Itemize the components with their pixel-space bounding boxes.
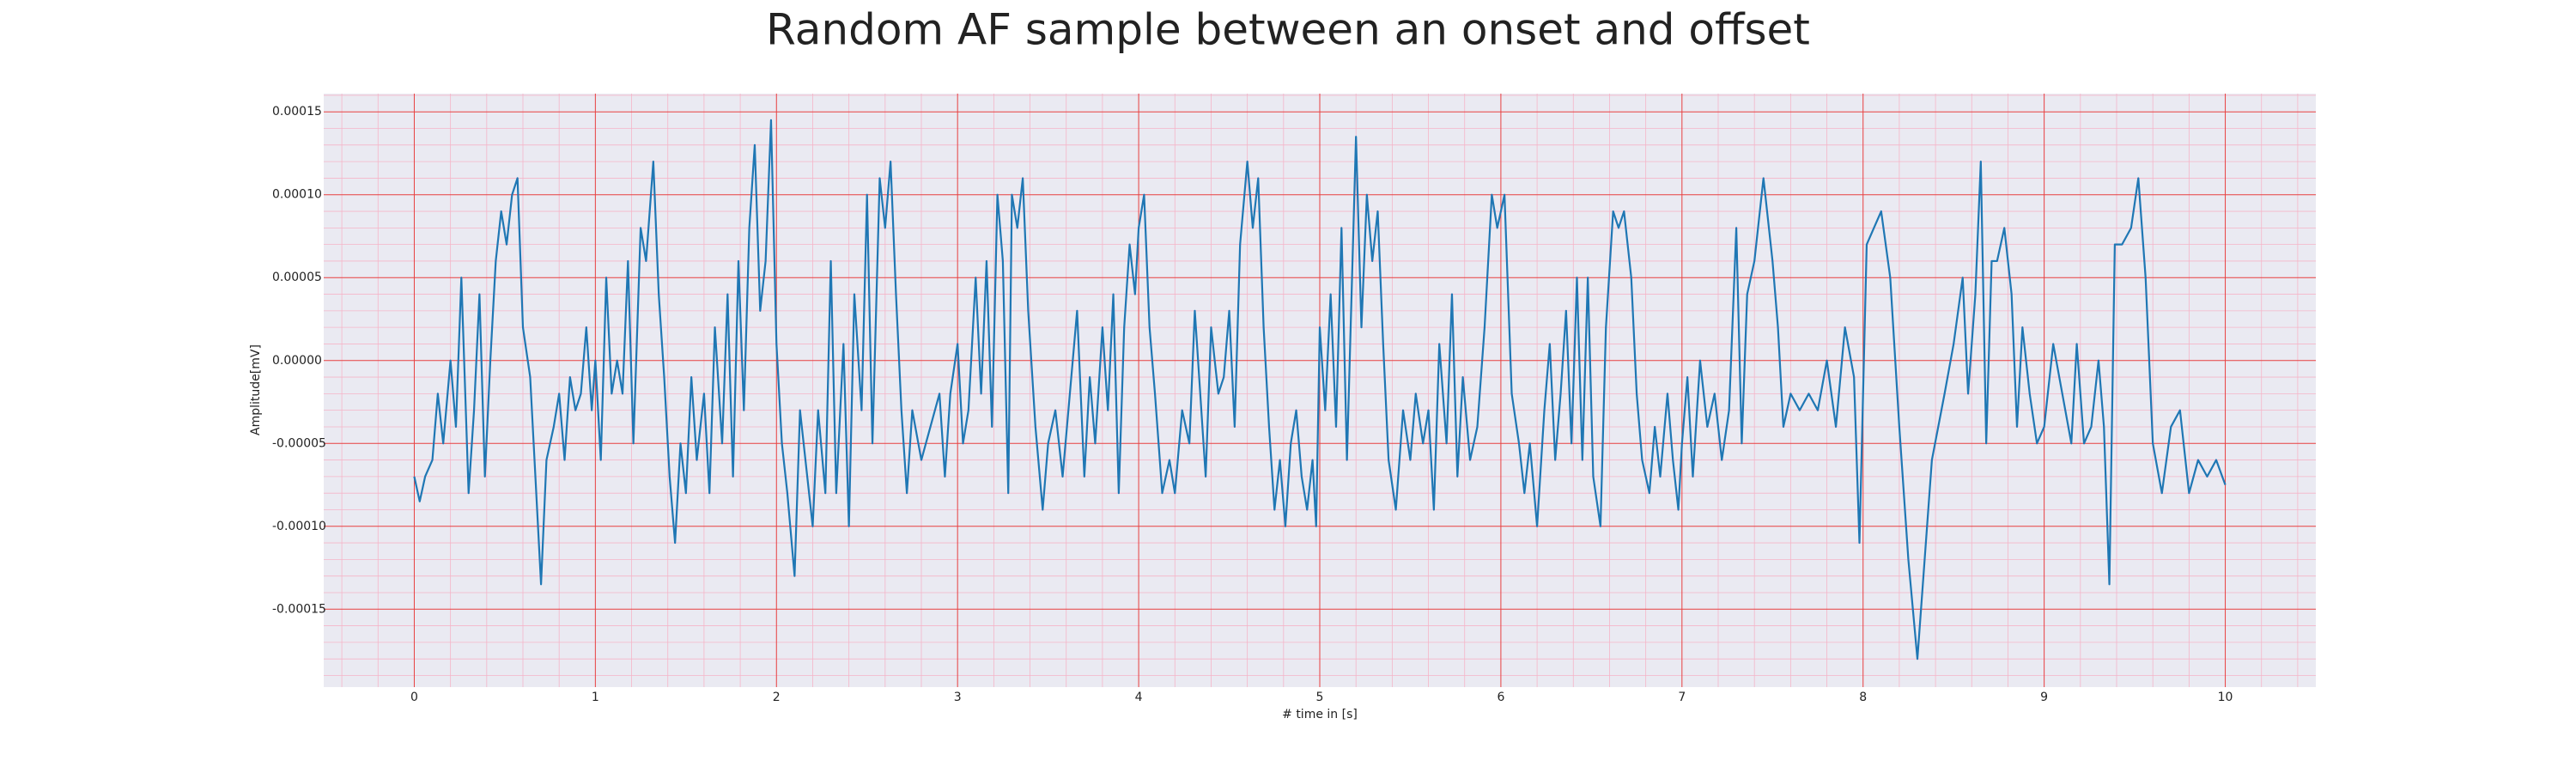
y-tick-label: -0.00015 [272,602,326,616]
x-axis-label: # time in [s] [1282,708,1358,721]
x-tick-label: 4 [1135,691,1143,704]
y-tick-label: -0.00005 [272,436,326,450]
x-tick-label: 2 [773,691,781,704]
y-tick-label: 0.00010 [272,188,322,202]
x-tick-label: 0 [410,691,418,704]
x-tick-label: 7 [1678,691,1686,704]
x-tick-label: 5 [1316,691,1324,704]
x-tick-label: 10 [2218,691,2233,704]
x-tick-label: 9 [2040,691,2048,704]
y-axis-label: Amplitude[mV] [249,344,263,435]
x-tick-label: 1 [592,691,599,704]
y-tick-label: -0.00010 [272,520,326,533]
y-tick-label: 0.00000 [272,354,322,368]
x-tick-label: 8 [1859,691,1867,704]
x-tick-label: 6 [1497,691,1504,704]
x-tick-label: 3 [954,691,962,704]
y-tick-label: 0.00005 [272,271,322,284]
y-tick-label: 0.00015 [272,105,322,119]
chart-title: Random AF sample between an onset and of… [766,5,1810,55]
data-line [413,119,2227,660]
